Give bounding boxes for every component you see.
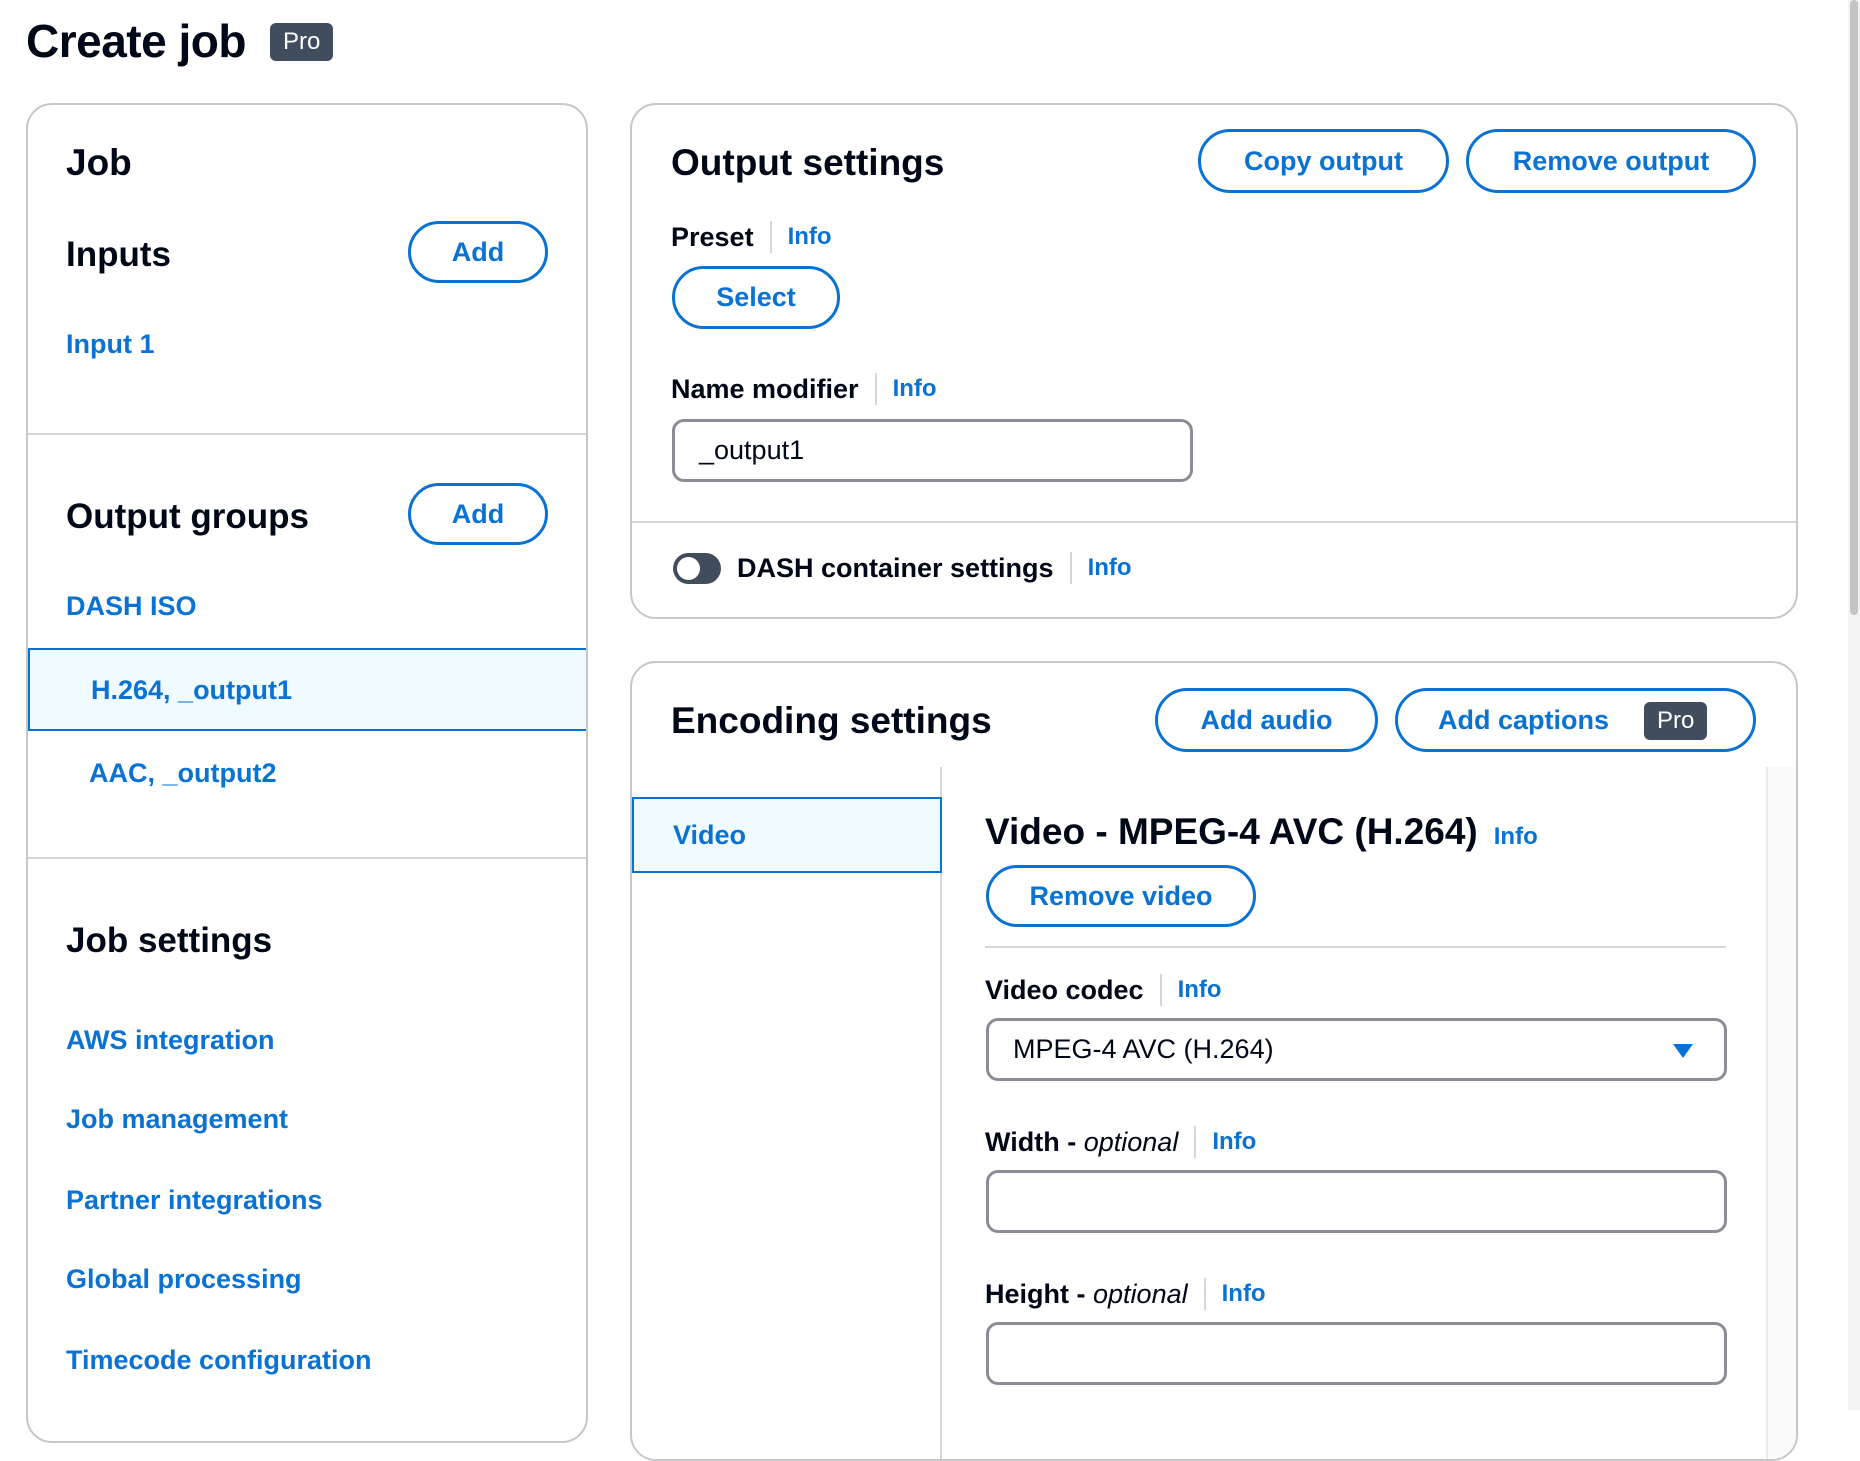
video-heading-text: Video - MPEG-4 AVC (H.264) (985, 811, 1478, 852)
divider (28, 857, 586, 859)
width-info-link[interactable]: Info (1212, 1128, 1257, 1155)
job-navigation-panel: Job Inputs Add Input 1 Output groups Add… (26, 103, 588, 1443)
height-input[interactable] (986, 1322, 1727, 1385)
width-input[interactable] (986, 1170, 1727, 1233)
tabs-divider (940, 767, 942, 1459)
video-codec-label: Video codec Info (985, 973, 1222, 1007)
preset-info-link[interactable]: Info (787, 223, 832, 250)
encoding-settings-panel: Encoding settings Add audio Add captions… (630, 661, 1798, 1461)
partner-integrations-link[interactable]: Partner integrations (66, 1185, 323, 1215)
add-output-group-button[interactable]: Add (408, 483, 548, 545)
name-modifier-label-text: Name modifier (671, 374, 859, 404)
height-label: Height - optional Info (985, 1277, 1266, 1311)
optional-text: optional (1083, 1127, 1179, 1157)
scroll-gutter (1766, 767, 1796, 1459)
global-processing-link[interactable]: Global processing (66, 1264, 302, 1294)
output-settings-panel: Output settings Copy output Remove outpu… (630, 103, 1798, 619)
output-groups-heading: Output groups (66, 497, 310, 536)
video-heading: Video - MPEG-4 AVC (H.264) Info (985, 811, 1538, 854)
dash-container-label: DASH container settings Info (737, 551, 1132, 585)
add-audio-button[interactable]: Add audio (1155, 688, 1378, 752)
copy-output-button[interactable]: Copy output (1198, 129, 1449, 193)
page-scrollbar[interactable] (1848, 0, 1860, 1410)
dash-iso-link[interactable]: DASH ISO (66, 591, 197, 621)
add-input-button[interactable]: Add (408, 221, 548, 283)
dash-container-label-text: DASH container settings (737, 553, 1054, 583)
video-codec-value: MPEG-4 AVC (H.264) (1013, 1034, 1274, 1064)
aws-integration-link[interactable]: AWS integration (66, 1025, 275, 1055)
remove-video-button[interactable]: Remove video (986, 865, 1256, 927)
video-info-link[interactable]: Info (1493, 823, 1538, 850)
output-item-h264[interactable]: H.264, _output1 (28, 648, 586, 731)
divider (632, 521, 1796, 523)
input-1-link[interactable]: Input 1 (66, 329, 155, 359)
scrollbar-thumb[interactable] (1850, 0, 1858, 615)
job-management-link[interactable]: Job management (66, 1104, 289, 1134)
dash-container-info-link[interactable]: Info (1087, 554, 1132, 581)
inputs-heading: Inputs (66, 235, 171, 274)
dash-container-toggle[interactable] (673, 553, 721, 584)
width-label-text: Width - (985, 1127, 1077, 1157)
caret-down-icon (1673, 1044, 1693, 1058)
divider (985, 946, 1726, 948)
output-settings-title: Output settings (671, 142, 945, 183)
add-captions-button[interactable]: Add captions Pro (1395, 688, 1756, 752)
optional-text: optional (1093, 1279, 1188, 1309)
preset-select-button[interactable]: Select (672, 266, 840, 329)
name-modifier-label: Name modifier Info (671, 372, 937, 406)
job-heading: Job (66, 142, 132, 183)
name-modifier-info-link[interactable]: Info (892, 375, 937, 402)
pro-badge: Pro (1644, 702, 1708, 740)
remove-output-button[interactable]: Remove output (1466, 129, 1756, 193)
add-captions-label: Add captions (1438, 704, 1610, 735)
output-item-label: H.264, _output1 (91, 674, 293, 705)
video-codec-label-text: Video codec (985, 975, 1144, 1005)
preset-label-text: Preset (671, 222, 754, 252)
video-codec-info-link[interactable]: Info (1177, 976, 1222, 1003)
timecode-configuration-link[interactable]: Timecode configuration (66, 1345, 372, 1375)
preset-label: Preset Info (671, 220, 832, 254)
height-info-link[interactable]: Info (1221, 1280, 1266, 1307)
name-modifier-input[interactable]: _output1 (672, 419, 1193, 482)
output-item-aac[interactable]: AAC, _output2 (89, 758, 277, 788)
job-settings-heading: Job settings (66, 921, 273, 960)
width-label: Width - optional Info (985, 1125, 1256, 1159)
tab-video[interactable]: Video (632, 797, 942, 873)
tab-video-label: Video (673, 820, 747, 850)
height-label-text: Height - (985, 1279, 1086, 1309)
encoding-settings-title: Encoding settings (671, 700, 992, 741)
pro-badge: Pro (270, 23, 334, 61)
page-title: Create job (26, 15, 246, 67)
divider (28, 433, 586, 435)
video-codec-select[interactable]: MPEG-4 AVC (H.264) (986, 1018, 1727, 1081)
